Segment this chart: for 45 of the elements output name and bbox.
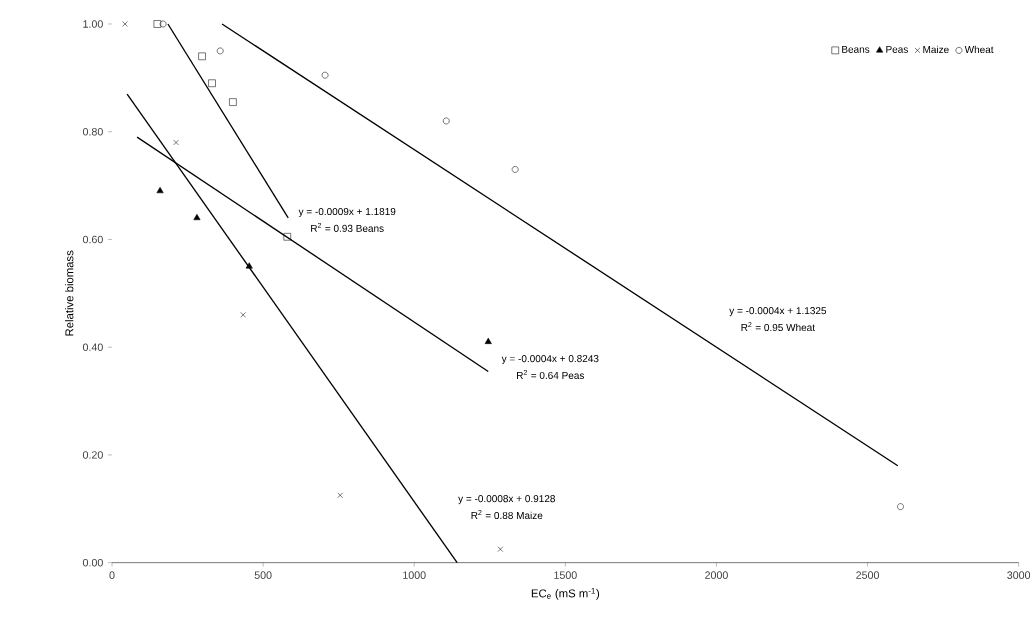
point <box>208 79 216 87</box>
y-tick-label: 0.20 <box>82 451 103 459</box>
point <box>153 20 162 28</box>
point <box>229 98 237 106</box>
legend-label: Beans <box>842 45 870 53</box>
y-tick-label: 0.40 <box>82 343 103 351</box>
point <box>198 52 206 61</box>
point <box>240 312 246 318</box>
y-tick-label: 1.00 <box>83 20 103 28</box>
annotation: R$^{2}$ = 0.93 Beans <box>311 222 384 232</box>
x-tick-label: 1500 <box>554 571 577 579</box>
point <box>321 71 329 79</box>
y-tick-label: 0.60 <box>82 235 103 244</box>
y-tick-label: 0.00 <box>82 558 103 567</box>
x-axis-title: EC$_{e}$ (mS m$^{-1}$) <box>531 588 600 600</box>
x-tick-label: 0 <box>109 571 115 579</box>
point <box>497 546 504 552</box>
y-axis-title: Relative biomass <box>65 250 74 336</box>
point <box>337 492 343 499</box>
annotation: y = -0.0004x + 0.8243 <box>501 355 599 365</box>
annotation: y = -0.0009x + 1.1819 <box>298 208 396 218</box>
point <box>156 186 164 194</box>
x-tick-label: 3000 <box>1007 571 1031 579</box>
x-tick-label: 2000 <box>705 571 728 579</box>
legend-label: Peas <box>886 45 908 53</box>
legend-label: Wheat <box>964 45 994 54</box>
point <box>283 233 292 241</box>
annotation: R$^{2}$ = 0.64 Peas <box>517 369 585 379</box>
annotation: R$^{2}$ = 0.88 Maize <box>471 510 543 520</box>
legend-label: Maize <box>923 45 949 54</box>
x-tick-label: 500 <box>254 571 272 579</box>
annotation: y = -0.0008x + 0.9128 <box>458 495 555 505</box>
point <box>442 117 450 125</box>
point <box>193 213 201 221</box>
point <box>897 503 904 510</box>
point <box>511 166 519 173</box>
point <box>484 337 492 344</box>
point <box>216 47 224 55</box>
x-tick-label: 1000 <box>403 571 426 579</box>
y-tick-label: 0.80 <box>82 127 103 136</box>
point <box>245 262 253 269</box>
x-tick-label: 2500 <box>856 571 879 579</box>
annotation: R$^{2}$ = 0.95 Wheat <box>741 322 815 332</box>
annotation: y = -0.0004x + 1.1325 <box>729 307 827 317</box>
point <box>173 139 179 146</box>
